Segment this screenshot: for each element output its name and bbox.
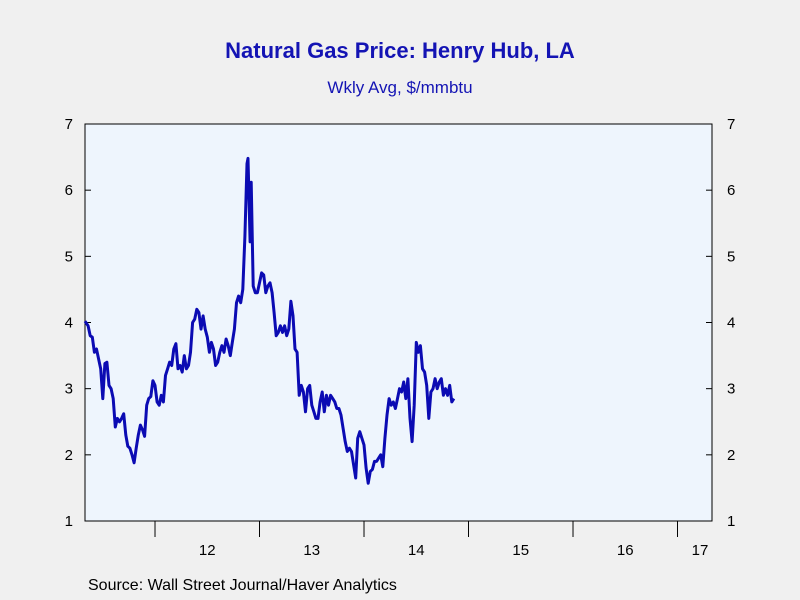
y-tick-label-right: 2 [727, 447, 735, 464]
plot-area [84, 123, 713, 522]
y-tick-label-right: 5 [727, 248, 735, 265]
x-tick-label: 13 [303, 542, 320, 559]
y-tick-label-left: 2 [65, 447, 73, 464]
y-tick-label-right: 6 [727, 182, 735, 199]
x-tick-label: 15 [512, 542, 529, 559]
x-tick-label: 12 [199, 542, 216, 559]
source-note: Source: Wall Street Journal/Haver Analyt… [88, 577, 397, 594]
y-tick-label-left: 1 [65, 513, 73, 530]
y-tick-label-left: 7 [65, 116, 73, 133]
y-tick-label-right: 7 [727, 116, 735, 133]
y-tick-label-left: 6 [65, 182, 73, 199]
y-tick-label-right: 3 [727, 381, 735, 398]
series-line [83, 156, 456, 485]
y-tick-label-right: 1 [727, 513, 735, 530]
chart-title: Natural Gas Price: Henry Hub, LA [225, 38, 575, 63]
axis-labels: 1 12 23 34 45 56 67 712 13 14 15 16 17 [65, 116, 736, 559]
y-tick-label-left: 5 [65, 248, 73, 265]
y-tick-label-left: 4 [65, 315, 73, 332]
x-tick-label: 17 [692, 542, 709, 559]
x-tick-label: 14 [408, 542, 425, 559]
y-tick-label-left: 3 [65, 381, 73, 398]
x-tick-label: 16 [617, 542, 634, 559]
y-tick-label-right: 4 [727, 315, 735, 332]
axis-ticks [85, 123, 712, 537]
chart-subtitle: Wkly Avg, $/mmbtu [327, 78, 473, 97]
